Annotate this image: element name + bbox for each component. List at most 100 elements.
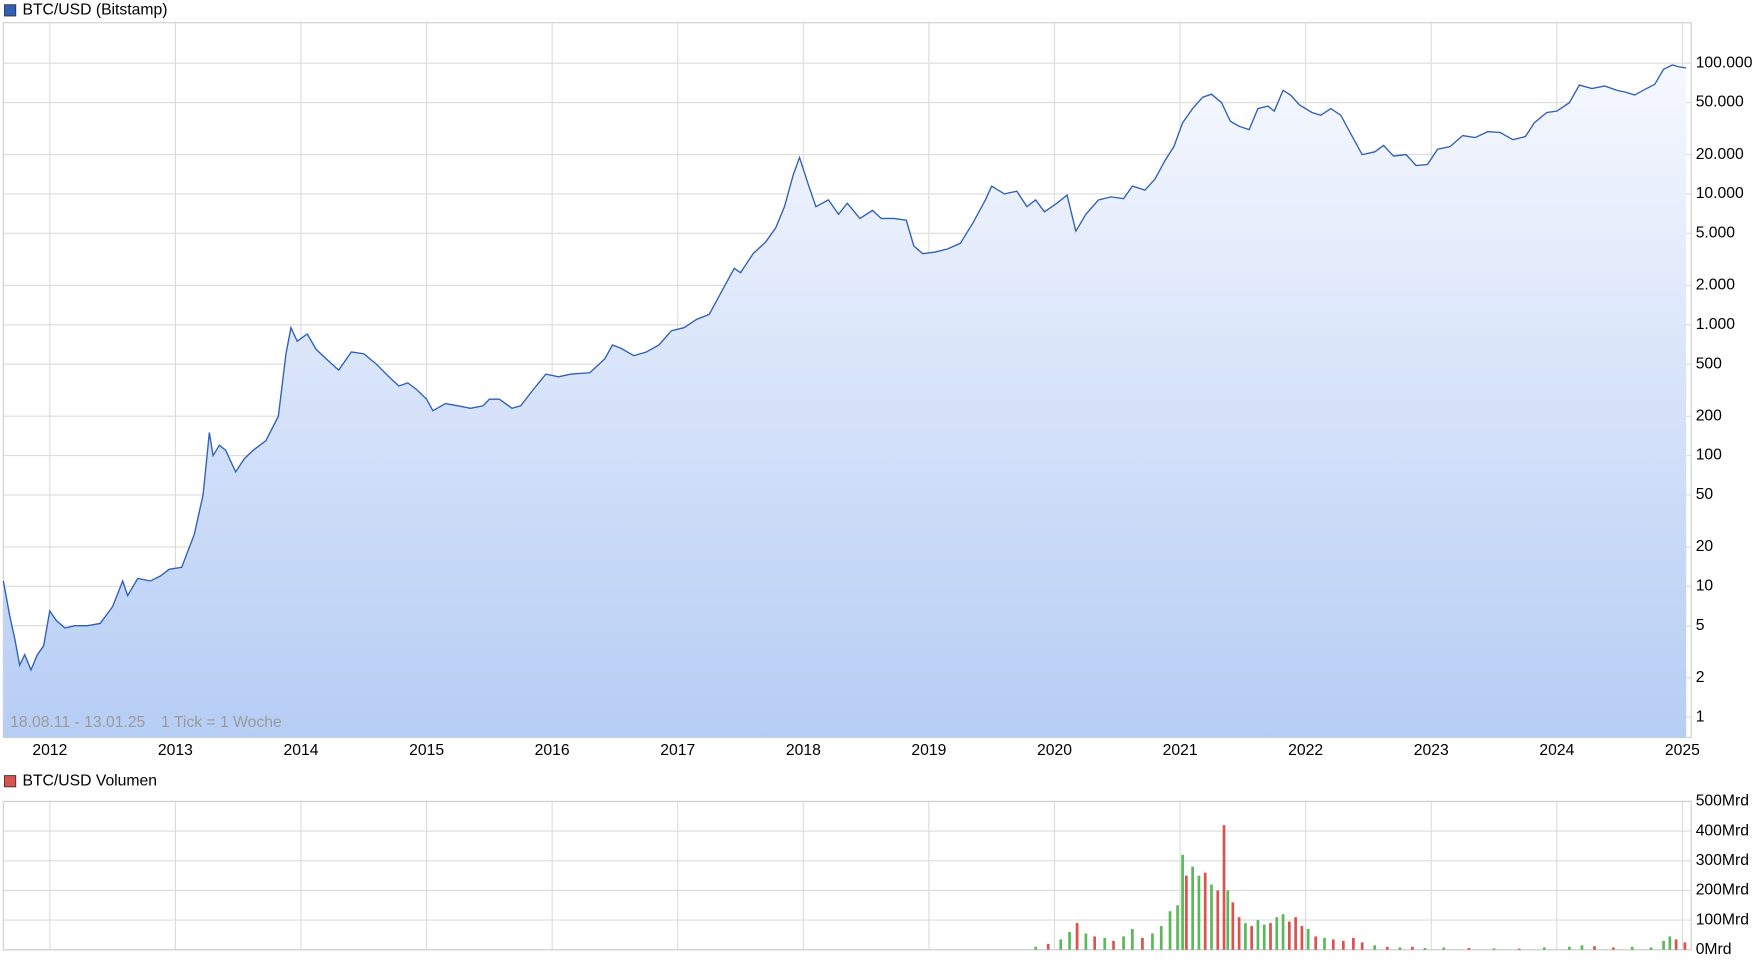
y-tick-label: 0Mrd xyxy=(1696,941,1732,958)
volume-bar xyxy=(1226,890,1230,950)
x-tick-label: 2021 xyxy=(1163,742,1198,759)
y-tick-label: 100Mrd xyxy=(1696,911,1749,928)
annotation: 18.08.11 - 13.01.25 xyxy=(10,714,145,731)
volume-bar xyxy=(1352,937,1355,950)
chart-title: BTC/USD (Bitstamp) xyxy=(22,2,167,19)
y-tick-label: 300Mrd xyxy=(1696,852,1749,869)
x-tick-label: 2017 xyxy=(660,742,695,759)
x-tick-label: 2018 xyxy=(786,742,821,759)
volume-bar xyxy=(1423,948,1427,950)
volume-bar xyxy=(1442,947,1446,950)
y-tick-label: 2.000 xyxy=(1696,277,1736,294)
y-tick-label: 20.000 xyxy=(1696,146,1744,163)
volume-bar xyxy=(1084,933,1088,950)
volume-bar xyxy=(1323,937,1326,950)
y-tick-label: 10 xyxy=(1696,578,1714,595)
volume-bar xyxy=(1411,946,1414,950)
volume-bar xyxy=(1131,929,1134,950)
y-tick-label: 200Mrd xyxy=(1696,882,1749,899)
volume-bar xyxy=(1269,923,1272,950)
y-tick-label: 5 xyxy=(1696,617,1705,634)
x-tick-label: 2022 xyxy=(1288,742,1323,759)
volume-bar xyxy=(1683,942,1687,950)
volume-bar xyxy=(1112,940,1115,950)
x-tick-label: 2015 xyxy=(409,742,444,759)
volume-bar xyxy=(1385,946,1389,950)
annotation: 1 Tick = 1 Woche xyxy=(161,714,282,731)
volume-bar xyxy=(1662,940,1665,950)
volume-bar xyxy=(1222,825,1226,950)
volume-bar xyxy=(1159,926,1163,950)
x-tick-label: 2013 xyxy=(158,742,193,759)
volume-bar xyxy=(1034,946,1038,950)
volume-bar xyxy=(1197,875,1201,950)
volume-bar xyxy=(1059,939,1063,950)
volume-bar xyxy=(1668,936,1672,950)
volume-bar xyxy=(1068,931,1071,950)
x-tick-label: 2016 xyxy=(535,742,570,759)
volume-bar xyxy=(1492,948,1496,950)
volume-bar xyxy=(1517,948,1521,950)
x-tick-label: 2012 xyxy=(32,742,67,759)
volume-bar xyxy=(1231,902,1235,950)
volume-bar xyxy=(1075,923,1079,950)
volume-bar xyxy=(1168,911,1172,950)
volume-bar xyxy=(1216,890,1220,950)
volume-bar xyxy=(1237,917,1241,950)
volume-bar xyxy=(1542,947,1546,950)
volume-bar xyxy=(1341,940,1345,950)
volume-bar xyxy=(1256,920,1260,950)
volume-bar xyxy=(1151,933,1154,950)
y-tick-label: 1 xyxy=(1696,708,1705,725)
volume-bar xyxy=(1294,917,1297,950)
volume-bar xyxy=(1306,929,1310,950)
y-tick-label: 400Mrd xyxy=(1696,822,1749,839)
y-tick-label: 100 xyxy=(1696,447,1722,464)
y-tick-label: 20 xyxy=(1696,538,1714,555)
volume-bar xyxy=(1244,923,1247,950)
y-tick-label: 1.000 xyxy=(1696,316,1736,333)
volume-bar xyxy=(1630,946,1634,950)
volume-bar xyxy=(1398,947,1402,950)
volume-bar xyxy=(1649,947,1653,950)
volume-bar xyxy=(1122,936,1125,950)
volume-bar xyxy=(1360,942,1364,950)
x-tick-label: 2024 xyxy=(1539,742,1574,759)
x-tick-label: 2025 xyxy=(1665,742,1700,759)
volume-bar xyxy=(1210,884,1213,950)
legend-swatch xyxy=(4,4,17,17)
price-line xyxy=(2,64,1687,672)
legend-swatch xyxy=(4,775,17,788)
volume-bar xyxy=(1181,854,1184,950)
x-tick-label: 2014 xyxy=(284,742,319,759)
volume-bar xyxy=(1203,872,1207,950)
y-tick-label: 50.000 xyxy=(1696,94,1744,111)
volume-bar xyxy=(1185,875,1188,950)
volume-bar xyxy=(1568,946,1571,950)
y-tick-label: 2 xyxy=(1696,669,1705,686)
chart-title: BTC/USD Volumen xyxy=(22,772,157,789)
y-tick-label: 200 xyxy=(1696,407,1722,424)
volume-bar xyxy=(1275,917,1279,950)
y-tick-label: 500 xyxy=(1696,355,1722,372)
volume-bar xyxy=(1593,946,1596,950)
x-tick-label: 2023 xyxy=(1414,742,1449,759)
volume-bar xyxy=(1373,945,1377,950)
plot-frame xyxy=(2,800,1692,951)
volume-bar xyxy=(1611,947,1615,950)
volume-bar xyxy=(1046,943,1050,950)
volume-bar xyxy=(1467,948,1471,950)
y-tick-label: 100.000 xyxy=(1696,54,1753,71)
volume-bar xyxy=(1674,939,1678,950)
volume-bar xyxy=(1300,926,1304,950)
volume-bar xyxy=(1281,914,1285,950)
y-tick-label: 10.000 xyxy=(1696,185,1744,202)
y-tick-label: 50 xyxy=(1696,486,1714,503)
y-tick-label: 500Mrd xyxy=(1696,793,1749,810)
volume-bar xyxy=(1287,921,1291,950)
volume-bar xyxy=(1331,939,1335,950)
volume-bar xyxy=(1580,945,1584,950)
x-tick-label: 2020 xyxy=(1037,742,1072,759)
